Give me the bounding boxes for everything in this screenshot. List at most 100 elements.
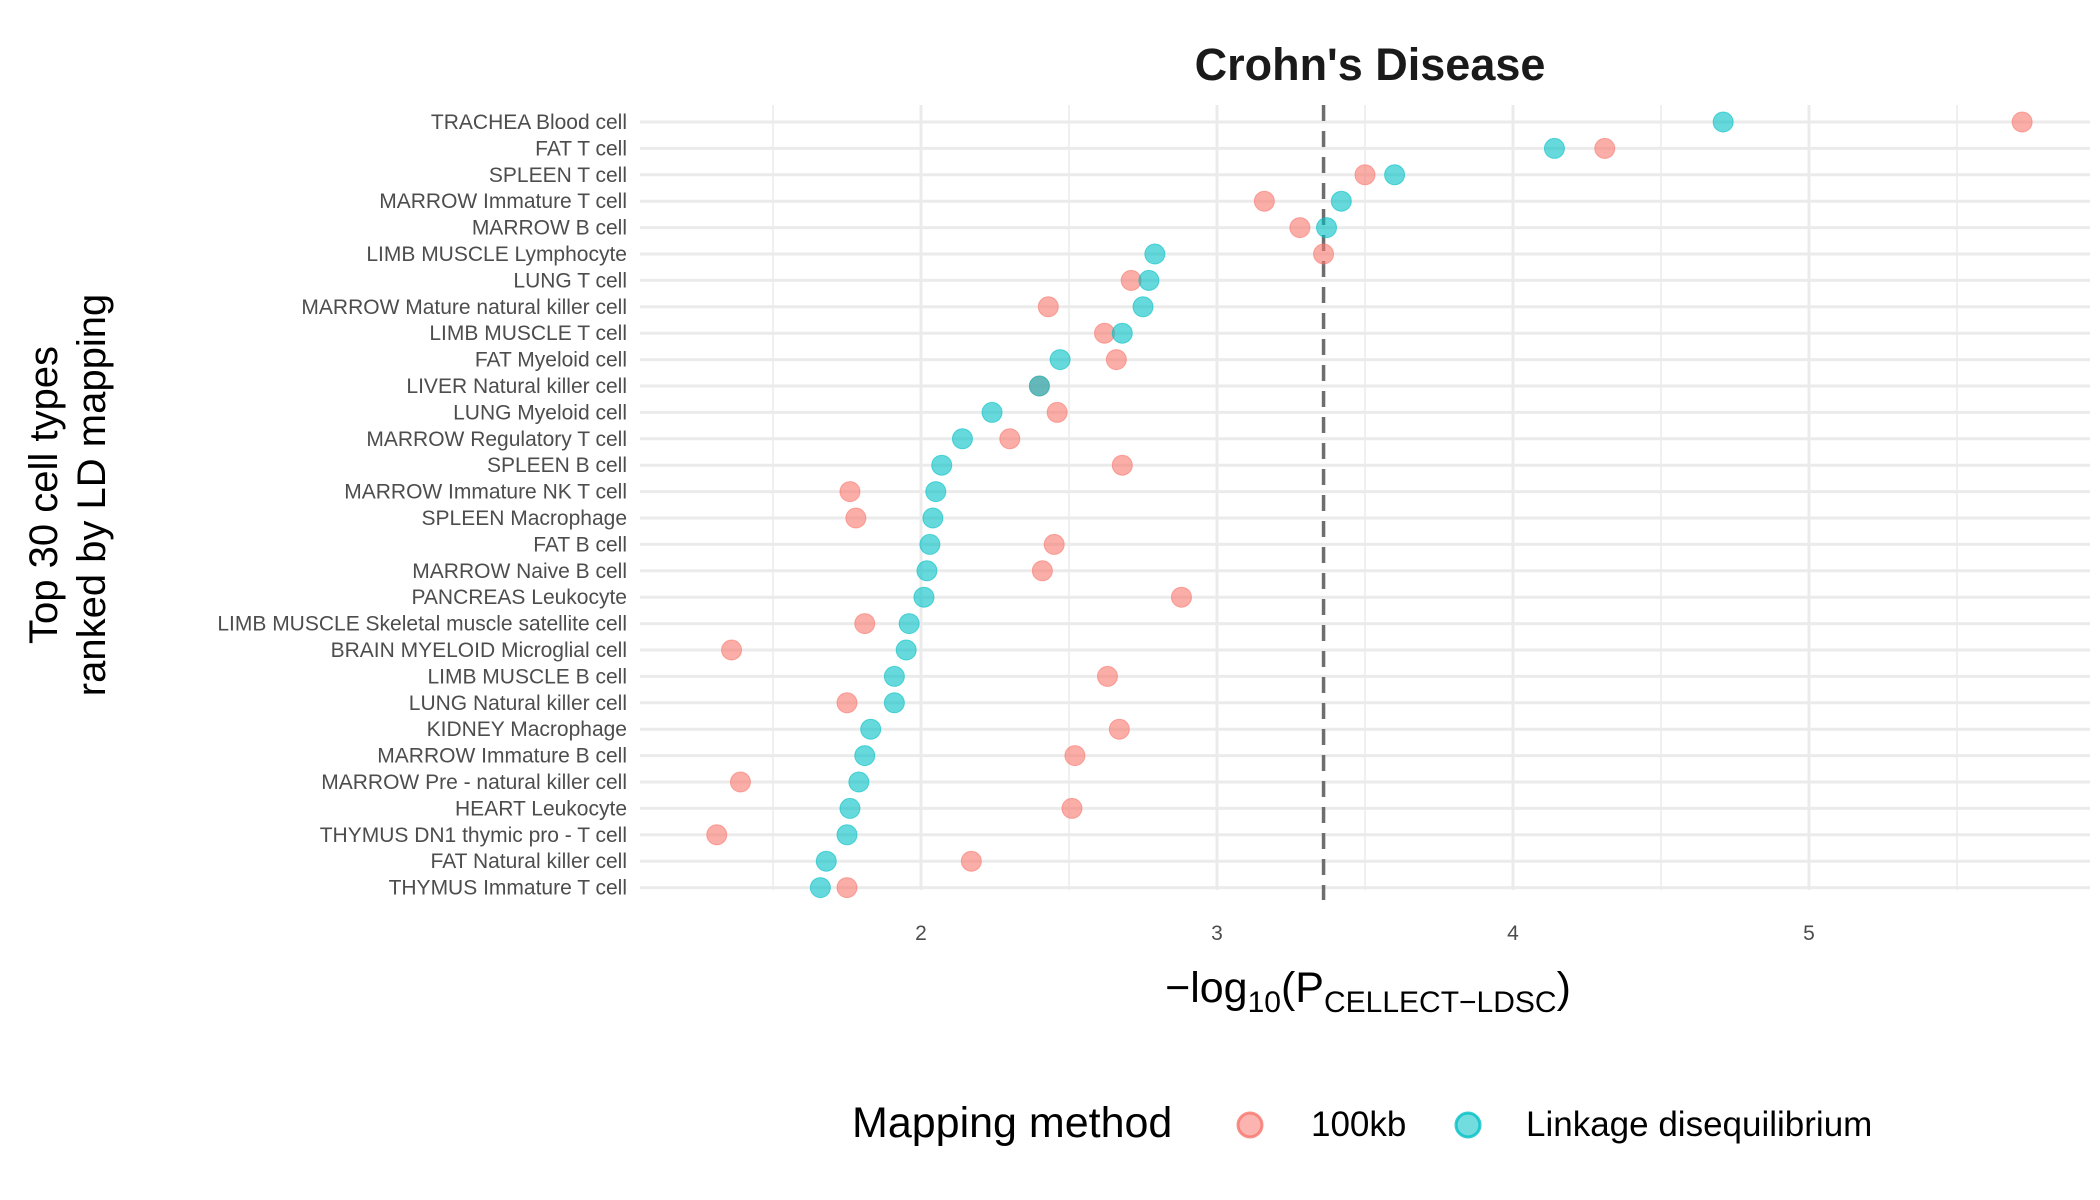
data-points xyxy=(706,111,2033,899)
category-label: LIMB MUSCLE Skeletal muscle satellite ce… xyxy=(217,613,627,636)
point-100kb-spleen-b-cell xyxy=(1111,454,1133,476)
category-label: MARROW Naive B cell xyxy=(412,560,627,583)
point-linkage-disequilibrium-heart-leukocyte xyxy=(839,797,861,819)
category-label: LIMB MUSCLE B cell xyxy=(427,665,627,688)
point-100kb-spleen-macrophage xyxy=(845,507,867,529)
point-linkage-disequilibrium-brain-myeloid-microglial-cell xyxy=(895,639,917,661)
x-tick-label: 3 xyxy=(1211,922,1223,945)
point-linkage-disequilibrium-liver-natural-killer-cell xyxy=(1028,375,1050,397)
point-100kb-marrow-b-cell xyxy=(1289,217,1311,239)
point-linkage-disequilibrium-lung-t-cell xyxy=(1138,269,1160,291)
point-100kb-limb-muscle-lymphocyte xyxy=(1313,243,1335,265)
point-linkage-disequilibrium-thymus-immature-t-cell xyxy=(809,877,831,899)
x-tick-label: 5 xyxy=(1803,922,1815,945)
category-label: KIDNEY Macrophage xyxy=(427,718,627,741)
point-linkage-disequilibrium-marrow-pre-natural-killer-cell xyxy=(848,771,870,793)
point-100kb-spleen-t-cell xyxy=(1354,164,1376,186)
point-100kb-marrow-immature-b-cell xyxy=(1064,745,1086,767)
x-axis-title-sub1: 10 xyxy=(1248,986,1281,1019)
point-linkage-disequilibrium-marrow-b-cell xyxy=(1316,217,1338,239)
point-linkage-disequilibrium-marrow-immature-nk-t-cell xyxy=(925,481,947,503)
y-axis-title: Top 30 cell types ranked by LD mapping xyxy=(22,294,114,696)
point-100kb-fat-natural-killer-cell xyxy=(960,850,982,872)
legend-key-100kb xyxy=(1236,1111,1264,1139)
point-linkage-disequilibrium-marrow-naive-b-cell xyxy=(916,560,938,582)
legend-key-linkage-disequilibrium xyxy=(1454,1111,1482,1139)
category-label: THYMUS DN1 thymic pro - T cell xyxy=(320,824,627,847)
category-label: LUNG Natural killer cell xyxy=(409,692,627,715)
category-label: MARROW Immature B cell xyxy=(377,745,627,768)
x-tick-label: 2 xyxy=(915,922,927,945)
category-label: HEART Leukocyte xyxy=(455,797,627,820)
point-linkage-disequilibrium-pancreas-leukocyte xyxy=(913,586,935,608)
point-100kb-pancreas-leukocyte xyxy=(1170,586,1192,608)
point-100kb-marrow-regulatory-t-cell xyxy=(999,428,1021,450)
point-linkage-disequilibrium-trachea-blood-cell xyxy=(1712,111,1734,133)
point-linkage-disequilibrium-spleen-macrophage xyxy=(922,507,944,529)
category-label: MARROW Immature T cell xyxy=(379,190,627,213)
legend-label-100kb: 100kb xyxy=(1311,1105,1406,1144)
point-linkage-disequilibrium-limb-muscle-lymphocyte xyxy=(1144,243,1166,265)
point-100kb-lung-natural-killer-cell xyxy=(836,692,858,714)
category-label: LUNG Myeloid cell xyxy=(453,401,627,424)
x-tick-label: 4 xyxy=(1507,922,1519,945)
category-label: FAT Myeloid cell xyxy=(475,349,627,372)
category-label: SPLEEN T cell xyxy=(489,164,627,187)
point-100kb-trachea-blood-cell xyxy=(2011,111,2033,133)
category-label: BRAIN MYELOID Microglial cell xyxy=(331,639,627,662)
category-label: LIVER Natural killer cell xyxy=(406,375,627,398)
x-axis-ticks: 2 3 4 5 xyxy=(915,922,1815,945)
point-100kb-brain-myeloid-microglial-cell xyxy=(721,639,743,661)
y-axis-title-line1: Top 30 cell types xyxy=(22,346,66,644)
category-label: TRACHEA Blood cell xyxy=(431,111,627,134)
category-label: MARROW Mature natural killer cell xyxy=(301,296,627,319)
point-linkage-disequilibrium-lung-myeloid-cell xyxy=(981,401,1003,423)
point-100kb-lung-t-cell xyxy=(1120,269,1142,291)
point-linkage-disequilibrium-limb-muscle-skeletal-muscle-satellite-cell xyxy=(898,613,920,635)
point-100kb-marrow-immature-t-cell xyxy=(1253,190,1275,212)
point-linkage-disequilibrium-marrow-mature-natural-killer-cell xyxy=(1132,296,1154,318)
category-label: SPLEEN B cell xyxy=(487,454,627,477)
point-linkage-disequilibrium-fat-t-cell xyxy=(1543,137,1565,159)
legend: Mapping method 100kb Linkage disequilibr… xyxy=(852,1099,1872,1147)
category-label: MARROW Regulatory T cell xyxy=(366,428,627,451)
category-label: LIMB MUSCLE Lymphocyte xyxy=(366,243,627,266)
category-label: PANCREAS Leukocyte xyxy=(411,586,627,609)
point-linkage-disequilibrium-lung-natural-killer-cell xyxy=(883,692,905,714)
point-100kb-marrow-pre-natural-killer-cell xyxy=(729,771,751,793)
point-100kb-limb-muscle-skeletal-muscle-satellite-cell xyxy=(854,613,876,635)
point-100kb-marrow-mature-natural-killer-cell xyxy=(1037,296,1059,318)
category-label: THYMUS Immature T cell xyxy=(389,877,627,900)
point-linkage-disequilibrium-marrow-immature-b-cell xyxy=(854,745,876,767)
x-axis-title-close: ) xyxy=(1557,964,1571,1012)
point-100kb-fat-b-cell xyxy=(1043,533,1065,555)
point-linkage-disequilibrium-limb-muscle-b-cell xyxy=(883,665,905,687)
category-label: MARROW Pre - natural killer cell xyxy=(321,771,627,794)
legend-title: Mapping method xyxy=(852,1099,1172,1147)
category-label: MARROW Immature NK T cell xyxy=(344,481,627,504)
category-label: LUNG T cell xyxy=(513,269,627,292)
point-100kb-marrow-naive-b-cell xyxy=(1031,560,1053,582)
x-axis-title: −log10(PCELLECT−LDSC) xyxy=(1165,964,1571,1019)
x-axis-title-prefix: −log xyxy=(1165,964,1248,1012)
x-axis-title-sub2: CELLECT−LDSC xyxy=(1324,986,1557,1019)
point-linkage-disequilibrium-limb-muscle-t-cell xyxy=(1111,322,1133,344)
category-label: SPLEEN Macrophage xyxy=(422,507,627,530)
category-label: FAT Natural killer cell xyxy=(431,850,627,873)
point-linkage-disequilibrium-marrow-immature-t-cell xyxy=(1330,190,1352,212)
point-100kb-limb-muscle-b-cell xyxy=(1096,665,1118,687)
point-100kb-thymus-immature-t-cell xyxy=(836,877,858,899)
category-label: FAT B cell xyxy=(533,533,627,556)
y-axis-title-line2: ranked by LD mapping xyxy=(70,294,114,696)
point-linkage-disequilibrium-fat-b-cell xyxy=(919,533,941,555)
category-label: FAT T cell xyxy=(535,137,627,160)
category-labels: TRACHEA Blood cell FAT T cell SPLEEN T cel… xyxy=(217,111,627,900)
point-100kb-lung-myeloid-cell xyxy=(1046,401,1068,423)
point-linkage-disequilibrium-fat-natural-killer-cell xyxy=(815,850,837,872)
point-100kb-limb-muscle-t-cell xyxy=(1094,322,1116,344)
point-100kb-thymus-dn1-thymic-pro-t-cell xyxy=(706,824,728,846)
point-100kb-kidney-macrophage xyxy=(1108,718,1130,740)
point-linkage-disequilibrium-kidney-macrophage xyxy=(860,718,882,740)
legend-label-linkage-disequilibrium: Linkage disequilibrium xyxy=(1526,1105,1872,1144)
point-linkage-disequilibrium-marrow-regulatory-t-cell xyxy=(951,428,973,450)
